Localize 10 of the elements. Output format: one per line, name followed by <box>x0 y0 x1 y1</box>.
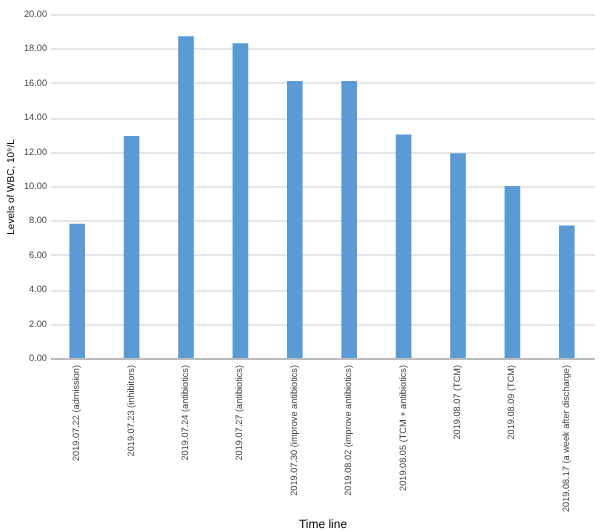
bar <box>341 81 358 358</box>
bar <box>123 136 140 358</box>
bar <box>69 223 86 358</box>
bar <box>178 36 194 358</box>
bar <box>395 134 412 358</box>
bar <box>558 225 575 358</box>
bar <box>450 153 466 358</box>
bar <box>504 186 521 358</box>
bar <box>232 43 249 358</box>
bar <box>286 81 303 358</box>
